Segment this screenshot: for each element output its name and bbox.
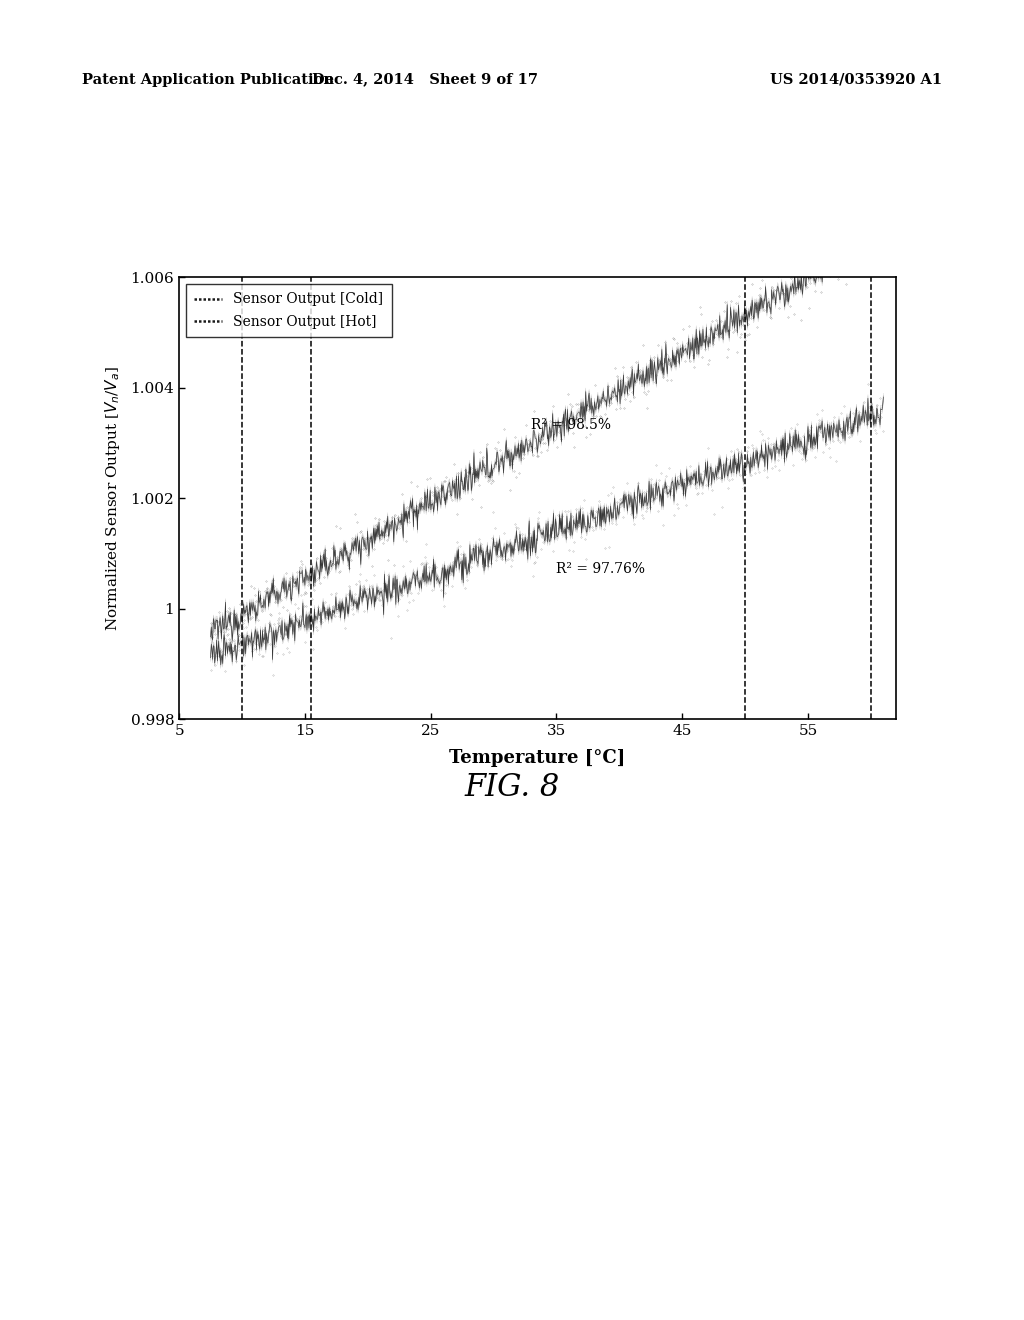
Text: US 2014/0353920 A1: US 2014/0353920 A1	[770, 73, 942, 87]
Text: R² = 98.5%: R² = 98.5%	[531, 418, 611, 432]
Legend: Sensor Output [Cold], Sensor Output [Hot]: Sensor Output [Cold], Sensor Output [Hot…	[186, 284, 392, 337]
Text: Dec. 4, 2014   Sheet 9 of 17: Dec. 4, 2014 Sheet 9 of 17	[312, 73, 538, 87]
X-axis label: Temperature [°C]: Temperature [°C]	[450, 750, 626, 767]
Text: Patent Application Publication: Patent Application Publication	[82, 73, 334, 87]
Y-axis label: Normalized Sensor Output [$V_n$/$V_a$]: Normalized Sensor Output [$V_n$/$V_a$]	[103, 366, 122, 631]
Text: FIG. 8: FIG. 8	[464, 772, 560, 803]
Text: R² = 97.76%: R² = 97.76%	[556, 562, 645, 576]
